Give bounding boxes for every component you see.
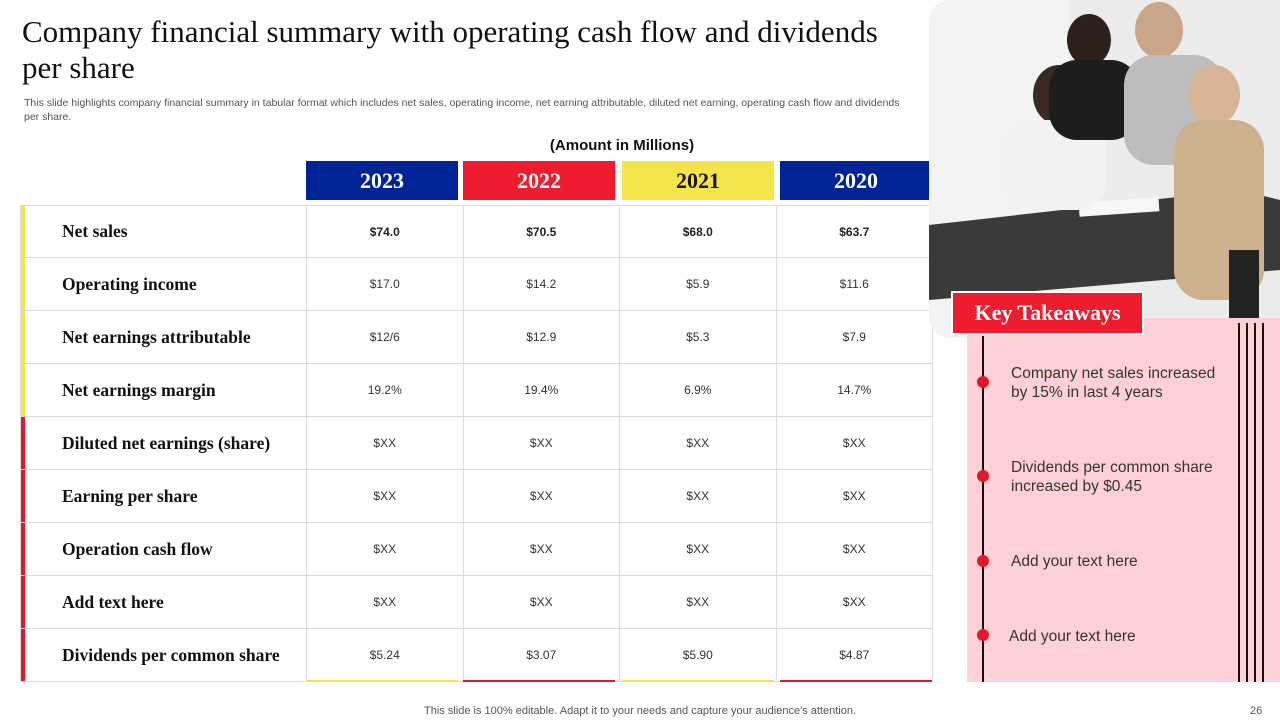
table-cell: $5.3 — [620, 311, 777, 363]
bullet-dot — [977, 555, 989, 567]
table-cell: $74.0 — [307, 206, 464, 257]
page-number: 26 — [1250, 705, 1263, 717]
table-cell: $17.0 — [307, 258, 464, 310]
takeaway-item: Dividends per common share increased by … — [1011, 459, 1213, 495]
row-accent — [21, 311, 25, 363]
table-cell: $5.9 — [620, 258, 777, 310]
year-header-2020: 2020 — [780, 161, 932, 200]
team-meeting-photo — [929, 0, 1280, 338]
table-cell: $63.7 — [777, 206, 933, 257]
decor-line — [1246, 323, 1248, 682]
row-accent — [21, 258, 25, 310]
bullet-dot — [977, 376, 989, 388]
table-row: Net sales $74.0 $70.5 $68.0 $63.7 — [21, 205, 933, 258]
table-cell: $68.0 — [620, 206, 777, 257]
table-cell: $XX — [620, 470, 777, 522]
row-accent — [21, 417, 25, 469]
table-row: Net earnings margin 19.2% 19.4% 6.9% 14.… — [21, 364, 933, 417]
row-label: Operating income — [21, 258, 307, 310]
table-cell: $XX — [464, 417, 620, 469]
table-cell: $XX — [777, 417, 933, 469]
takeaway-item: Add your text here — [1009, 628, 1136, 645]
decor-line — [1238, 323, 1240, 682]
table-cell: $XX — [307, 417, 464, 469]
table-cell: $XX — [307, 470, 464, 522]
table-cell: 19.2% — [307, 364, 464, 416]
row-accent — [21, 364, 25, 416]
table-cell: $11.6 — [777, 258, 933, 310]
table-cell: 14.7% — [777, 364, 933, 416]
year-header-2023: 2023 — [306, 161, 458, 200]
table-cell: $XX — [777, 576, 933, 628]
table-row: Earning per share $XX $XX $XX $XX — [21, 470, 933, 523]
table-cell: $12.9 — [464, 311, 620, 363]
year-header-2022: 2022 — [463, 161, 615, 200]
year-header-2021: 2021 — [622, 161, 774, 200]
table-cell: 19.4% — [464, 364, 620, 416]
decor-line — [1262, 323, 1264, 682]
table-row: Operating income $17.0 $14.2 $5.9 $11.6 — [21, 258, 933, 311]
table-cell: $XX — [307, 523, 464, 575]
table-cell: $XX — [464, 576, 620, 628]
table-cell: $3.07 — [464, 629, 620, 681]
row-label: Dividends per common share — [21, 629, 307, 681]
table-cell: $XX — [464, 523, 620, 575]
table-cell: $5.24 — [307, 629, 464, 681]
row-accent — [21, 629, 25, 681]
row-label: Diluted net earnings (share) — [21, 417, 307, 469]
financial-table: Net sales $74.0 $70.5 $68.0 $63.7 Operat… — [20, 205, 933, 682]
row-label: Net earnings attributable — [21, 311, 307, 363]
slide-subtitle: This slide highlights company financial … — [24, 97, 900, 123]
row-accent — [21, 523, 25, 575]
timeline-line — [982, 336, 984, 682]
row-label: Earning per share — [21, 470, 307, 522]
table-cell: $4.87 — [777, 629, 933, 681]
table-row: Diluted net earnings (share) $XX $XX $XX… — [21, 417, 933, 470]
bullet-dot — [977, 470, 989, 482]
slide-title: Company financial summary with operating… — [22, 14, 878, 85]
table-cell: $XX — [307, 576, 464, 628]
row-accent — [21, 470, 25, 522]
bottom-accent-2022 — [463, 680, 615, 682]
table-row: Add text here $XX $XX $XX $XX — [21, 576, 933, 629]
table-cell: $XX — [464, 470, 620, 522]
row-label: Net earnings margin — [21, 364, 307, 416]
table-cell: 6.9% — [620, 364, 777, 416]
key-takeaways-heading: Key Takeaways — [951, 291, 1144, 335]
decor-line — [1254, 323, 1256, 682]
bottom-accent-2023 — [306, 680, 458, 682]
table-row: Dividends per common share $5.24 $3.07 $… — [21, 629, 933, 682]
takeaway-item: Company net sales increased by 15% in la… — [1011, 365, 1216, 401]
table-cell: $70.5 — [464, 206, 620, 257]
table-cell: $XX — [620, 417, 777, 469]
table-cell: $XX — [620, 523, 777, 575]
row-label: Add text here — [21, 576, 307, 628]
footer-note: This slide is 100% editable. Adapt it to… — [424, 705, 856, 717]
bottom-accent-2021 — [622, 680, 774, 682]
table-row: Net earnings attributable $12/6 $12.9 $5… — [21, 311, 933, 364]
table-cell: $XX — [777, 470, 933, 522]
row-accent — [21, 576, 25, 628]
amount-note: (Amount in Millions) — [549, 137, 695, 154]
table-cell: $5.90 — [620, 629, 777, 681]
table-cell: $7.9 — [777, 311, 933, 363]
takeaway-item: Add your text here — [1011, 553, 1138, 570]
table-cell: $XX — [777, 523, 933, 575]
table-cell: $14.2 — [464, 258, 620, 310]
row-accent — [21, 206, 25, 257]
table-cell: $12/6 — [307, 311, 464, 363]
table-row: Operation cash flow $XX $XX $XX $XX — [21, 523, 933, 576]
bullet-dot — [977, 629, 989, 641]
row-label: Operation cash flow — [21, 523, 307, 575]
bottom-accent-2020 — [780, 680, 932, 682]
key-takeaways-panel — [967, 318, 1280, 682]
table-cell: $XX — [620, 576, 777, 628]
row-label: Net sales — [21, 206, 307, 257]
